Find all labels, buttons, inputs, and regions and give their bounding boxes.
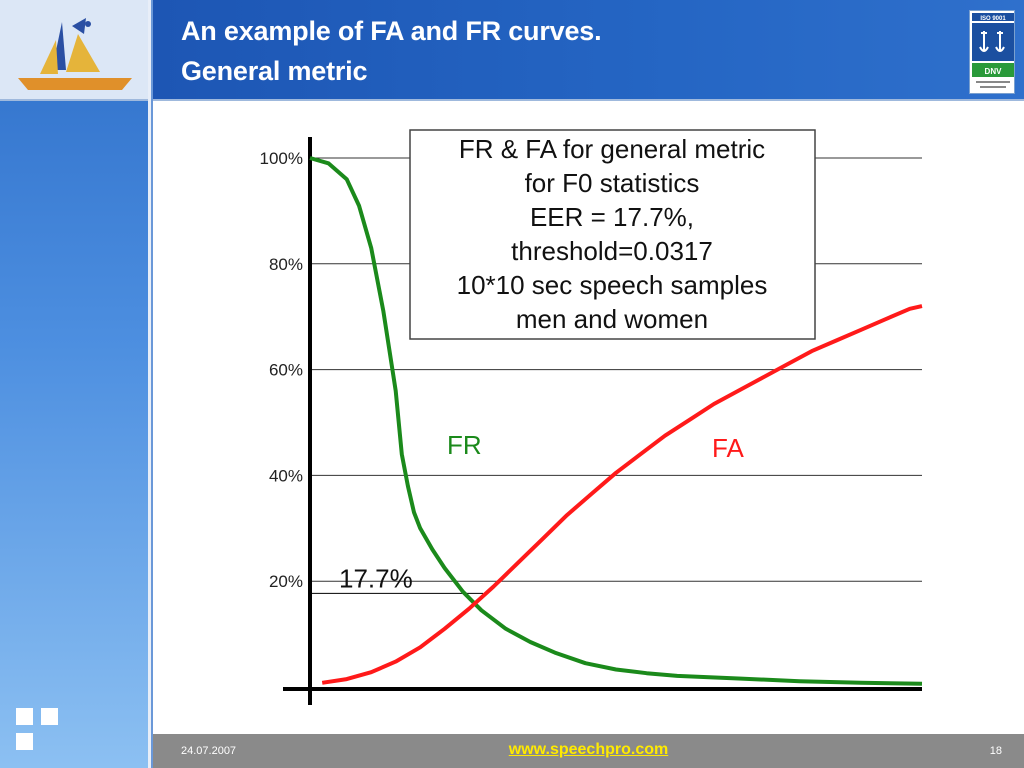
y-tick-label: 20% — [269, 572, 303, 591]
slide-footer: 24.07.2007 www.speechpro.com 18 — [153, 734, 1024, 768]
fa-series-line — [321, 304, 923, 685]
y-tick-label: 80% — [269, 255, 303, 274]
chart-legend-text: FR & FA for general metric for F0 statist… — [457, 134, 768, 334]
legend-line: men and women — [516, 304, 708, 334]
y-tick-label: 40% — [269, 466, 303, 485]
slide-header: An example of FA and FR curves. General … — [153, 0, 1024, 101]
left-sidebar — [0, 0, 148, 768]
fr-series-label: FR — [447, 430, 482, 460]
slide-subtitle: General metric — [181, 56, 368, 86]
chart-legend-box — [409, 129, 816, 340]
fa-fr-chart: 100% 80% 60% 40% 20% 17.7% FR FA FR & FA for… — [260, 129, 923, 705]
iso-9001-certified-badge-icon: ISO 9001 DNV — [969, 10, 1015, 94]
legend-line: threshold=0.0317 — [511, 236, 713, 266]
legend-line: 10*10 sec speech samples — [457, 270, 768, 300]
y-tick-label: 100% — [260, 149, 303, 168]
y-tick-labels: 100% 80% 60% 40% 20% — [260, 149, 303, 591]
footer-page-number: 18 — [989, 745, 1002, 757]
legend-line: for F0 statistics — [525, 168, 700, 198]
legend-line: EER = 17.7%, — [530, 202, 694, 232]
logo-area — [0, 0, 148, 101]
fr-series-line — [309, 156, 923, 686]
legend-line: FR & FA for general metric — [459, 134, 765, 164]
footer-website-link[interactable]: www.speechpro.com — [508, 741, 669, 758]
iso-badge-bottom-text: DNV — [985, 67, 1003, 76]
slide-title: An example of FA and FR curves. — [181, 16, 602, 46]
footer-date: 24.07.2007 — [181, 745, 237, 757]
sidebar-divider-inner — [151, 0, 153, 768]
eer-annotation-label: 17.7% — [339, 563, 413, 593]
stc-ship-logo-icon — [18, 18, 132, 90]
fa-series-label: FA — [712, 433, 744, 463]
iso-badge-top-text: ISO 9001 — [980, 16, 1006, 22]
y-tick-label: 60% — [269, 361, 303, 380]
sidebar-divider — [148, 0, 151, 768]
